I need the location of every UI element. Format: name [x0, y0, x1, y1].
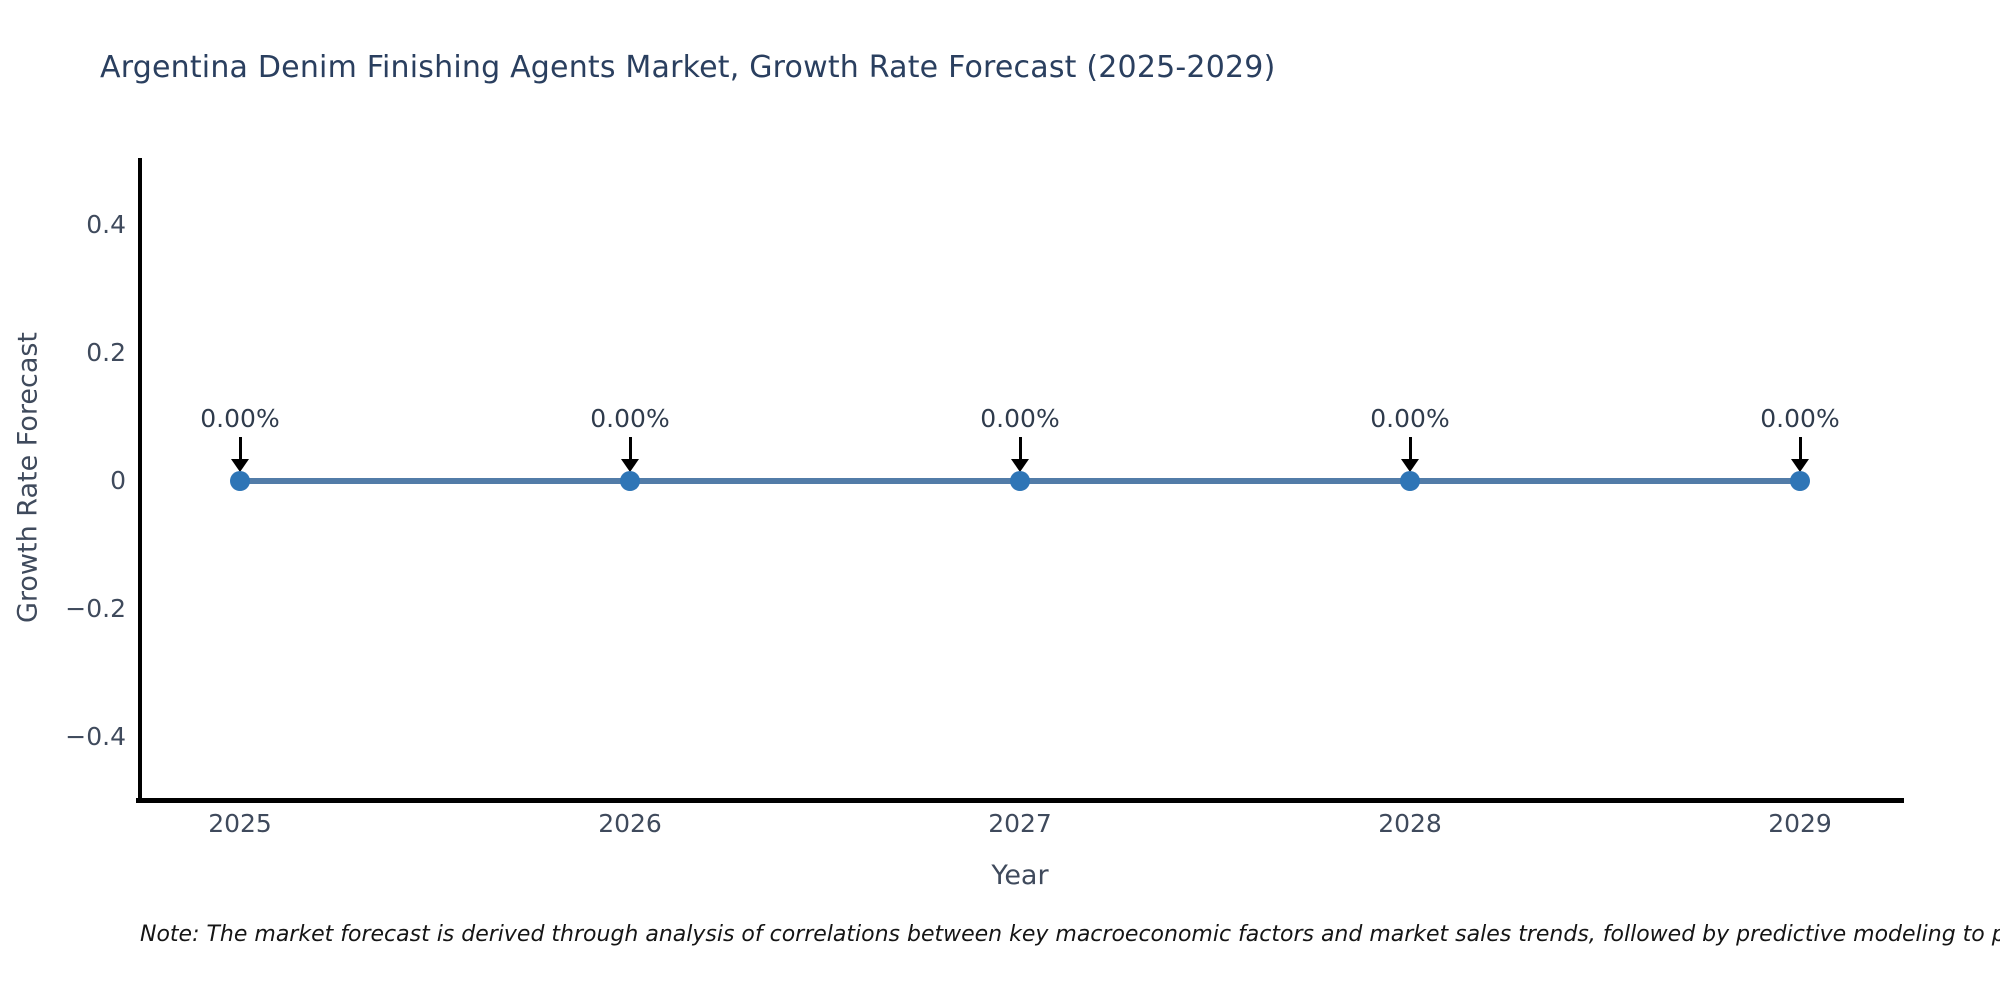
data-point-marker — [1400, 471, 1420, 491]
y-tick-label: 0.2 — [86, 338, 126, 367]
annotation-arrow-head-icon — [621, 459, 639, 472]
annotation-arrow-head-icon — [1791, 459, 1809, 472]
point-value-label: 0.00% — [1760, 404, 1840, 433]
y-axis-line — [138, 158, 142, 803]
data-point-marker — [620, 471, 640, 491]
data-point-marker — [230, 471, 250, 491]
annotation-arrow-shaft — [629, 437, 632, 461]
y-tick-label: −0.2 — [65, 594, 126, 623]
data-point-marker — [1010, 471, 1030, 491]
x-axis-title: Year — [991, 860, 1049, 891]
x-tick-label: 2027 — [988, 809, 1052, 838]
x-tick-label: 2029 — [1768, 809, 1832, 838]
x-tick-label: 2028 — [1378, 809, 1442, 838]
point-value-label: 0.00% — [980, 404, 1060, 433]
chart-title: Argentina Denim Finishing Agents Market,… — [100, 50, 1276, 85]
annotation-arrow-head-icon — [1401, 459, 1419, 472]
annotation-arrow-shaft — [1409, 437, 1412, 461]
x-tick-label: 2026 — [598, 809, 662, 838]
point-value-label: 0.00% — [590, 404, 670, 433]
annotation-arrow-shaft — [239, 437, 242, 461]
annotation-arrow-shaft — [1019, 437, 1022, 461]
x-axis-line — [136, 798, 1904, 803]
annotation-arrow-head-icon — [1011, 459, 1029, 472]
point-value-label: 0.00% — [200, 404, 280, 433]
annotation-arrow-shaft — [1799, 437, 1802, 461]
y-tick-label: 0.4 — [86, 210, 126, 239]
x-tick-label: 2025 — [208, 809, 272, 838]
point-value-label: 0.00% — [1370, 404, 1450, 433]
data-point-marker — [1790, 471, 1810, 491]
y-tick-label: −0.4 — [65, 722, 126, 751]
annotation-arrow-head-icon — [231, 459, 249, 472]
footnote-text: Note: The market forecast is derived thr… — [140, 922, 2000, 947]
y-tick-label: 0 — [110, 466, 126, 495]
